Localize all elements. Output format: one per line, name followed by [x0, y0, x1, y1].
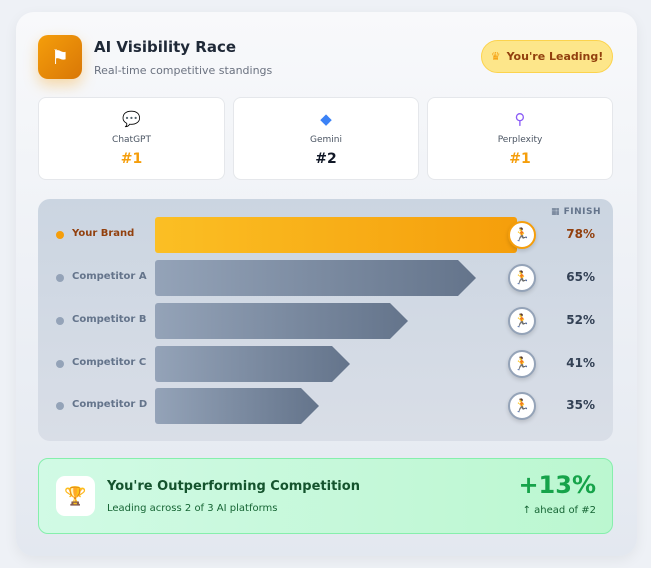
score-percent: 41%: [566, 356, 595, 370]
progress-bar: [155, 346, 350, 382]
score-percent: 65%: [566, 270, 595, 284]
race-row: Competitor B 🏃 52%: [38, 303, 613, 339]
platform-rank: #2: [315, 151, 337, 167]
progress-bar: [155, 303, 408, 339]
platform-rank: #1: [509, 151, 531, 167]
trophy-icon: 🏆: [56, 476, 95, 516]
crown-icon: ♛: [490, 50, 501, 63]
platform-name: Perplexity: [497, 135, 543, 145]
badge-label: You're Leading!: [506, 50, 604, 63]
competitor-name: Competitor B: [72, 314, 147, 325]
race-row: Competitor D 🏃 35%: [38, 388, 613, 424]
score-percent: 35%: [566, 398, 595, 412]
platform-name: Gemini: [310, 135, 342, 145]
page-subtitle: Real-time competitive standings: [94, 64, 273, 77]
competitor-name: Competitor C: [72, 357, 147, 368]
runner-icon: 🏃: [508, 392, 536, 420]
competitor-name: Your Brand: [72, 228, 135, 239]
competitor-name: Competitor D: [72, 399, 148, 410]
finish-label: ▦ FINISH: [550, 207, 601, 217]
summary-panel: 🏆 You're Outperforming Competition Leadi…: [38, 458, 613, 534]
summary-subtitle: Leading across 2 of 3 AI platforms: [107, 503, 278, 514]
competitor-name: Competitor A: [72, 271, 147, 282]
platform-card-gemini: ◆ Gemini #2: [233, 97, 419, 180]
checkered-flag-icon: ▦: [550, 207, 564, 217]
score-percent: 78%: [566, 227, 595, 241]
page-title: AI Visibility Race: [94, 38, 237, 56]
lead-delta: +13%: [518, 471, 596, 499]
race-row: Competitor A 🏃 65%: [38, 260, 613, 296]
status-dot: [56, 360, 64, 368]
platform-card-perplexity: ⚲ Perplexity #1: [427, 97, 613, 180]
leading-badge: ♛ You're Leading!: [481, 40, 613, 73]
platform-rank: #1: [120, 151, 143, 167]
race-row: Competitor C 🏃 41%: [38, 346, 613, 382]
gem-icon: ◆: [320, 110, 332, 128]
platform-card-chatgpt: 💬 ChatGPT #1: [38, 97, 225, 180]
summary-title: You're Outperforming Competition: [107, 479, 360, 494]
status-dot: [56, 274, 64, 282]
status-dot: [56, 317, 64, 325]
race-track: ▦ FINISH Your Brand 🏃 78% Competitor A 🏃…: [38, 199, 613, 441]
race-row: Your Brand 🏃 78%: [38, 217, 613, 253]
progress-bar: [155, 388, 319, 424]
search-icon: ⚲: [514, 110, 526, 128]
runner-icon: 🏃: [508, 264, 536, 292]
status-dot: [56, 402, 64, 410]
runner-icon: 🏃: [508, 350, 536, 378]
checkered-flag-icon: ⚑: [38, 35, 82, 79]
chat-bubble-icon: 💬: [122, 110, 141, 128]
lead-delta-note: ↑ ahead of #2: [522, 505, 596, 516]
runner-icon: 🏃: [508, 221, 536, 249]
progress-bar: [155, 217, 517, 253]
status-dot: [56, 231, 64, 239]
runner-icon: 🏃: [508, 307, 536, 335]
score-percent: 52%: [566, 313, 595, 327]
platform-name: ChatGPT: [112, 135, 151, 145]
progress-bar: [155, 260, 476, 296]
